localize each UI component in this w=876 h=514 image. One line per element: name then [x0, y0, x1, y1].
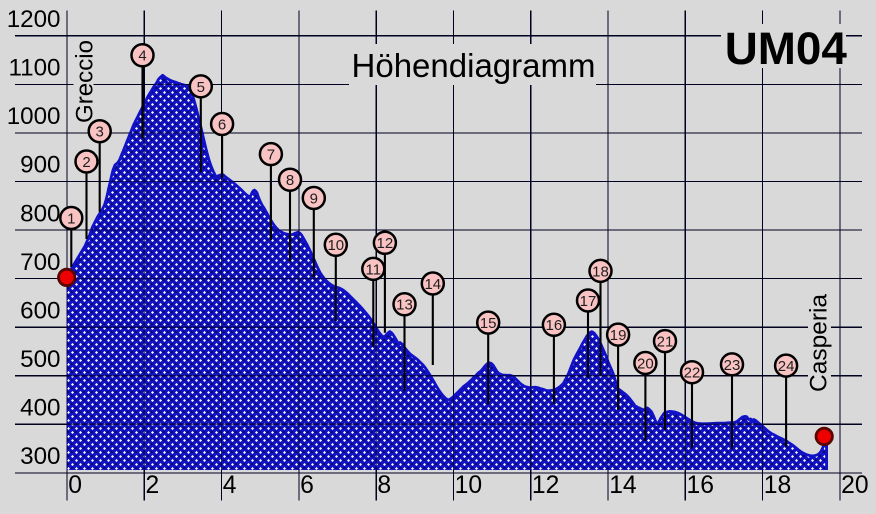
svg-text:1100: 1100 — [8, 55, 60, 82]
svg-text:900: 900 — [20, 152, 60, 179]
svg-text:4: 4 — [138, 48, 146, 65]
svg-text:700: 700 — [20, 249, 60, 276]
svg-text:18: 18 — [764, 472, 791, 499]
svg-text:21: 21 — [657, 334, 674, 351]
svg-text:17: 17 — [580, 293, 597, 310]
svg-text:12: 12 — [532, 472, 559, 499]
svg-text:3: 3 — [96, 124, 104, 141]
svg-text:2: 2 — [146, 472, 160, 499]
svg-text:10: 10 — [455, 472, 482, 499]
svg-text:8: 8 — [377, 472, 391, 499]
svg-text:0: 0 — [68, 472, 82, 499]
svg-text:1: 1 — [67, 210, 75, 227]
svg-text:1200: 1200 — [7, 6, 61, 33]
svg-text:11: 11 — [366, 261, 382, 278]
svg-text:22: 22 — [684, 365, 701, 382]
svg-text:20: 20 — [841, 472, 868, 499]
svg-text:Höhendiagramm: Höhendiagramm — [352, 47, 596, 84]
svg-text:500: 500 — [20, 346, 60, 373]
svg-text:19: 19 — [610, 327, 627, 344]
svg-text:16: 16 — [687, 472, 714, 499]
svg-text:5: 5 — [197, 79, 205, 96]
svg-text:14: 14 — [424, 276, 441, 293]
svg-text:15: 15 — [480, 315, 497, 332]
svg-text:20: 20 — [637, 355, 654, 372]
svg-text:13: 13 — [396, 297, 413, 314]
svg-text:16: 16 — [546, 317, 563, 334]
svg-text:400: 400 — [20, 395, 60, 422]
svg-text:4: 4 — [223, 472, 237, 499]
svg-text:2: 2 — [82, 154, 90, 171]
svg-text:1000: 1000 — [7, 103, 61, 130]
svg-text:6: 6 — [300, 472, 314, 499]
svg-text:Greccio: Greccio — [72, 40, 99, 123]
svg-text:8: 8 — [286, 172, 294, 189]
svg-text:7: 7 — [267, 147, 275, 164]
svg-text:10: 10 — [327, 237, 344, 254]
svg-text:UM04: UM04 — [725, 23, 848, 74]
svg-text:Casperia: Casperia — [806, 294, 833, 392]
svg-text:300: 300 — [20, 443, 60, 470]
svg-text:6: 6 — [218, 116, 226, 133]
svg-text:23: 23 — [724, 357, 741, 374]
svg-text:9: 9 — [310, 190, 318, 207]
svg-text:600: 600 — [20, 297, 60, 324]
svg-text:18: 18 — [592, 263, 609, 280]
svg-text:800: 800 — [20, 200, 60, 227]
svg-text:12: 12 — [377, 235, 394, 252]
svg-text:14: 14 — [609, 472, 636, 499]
svg-text:24: 24 — [778, 358, 795, 375]
